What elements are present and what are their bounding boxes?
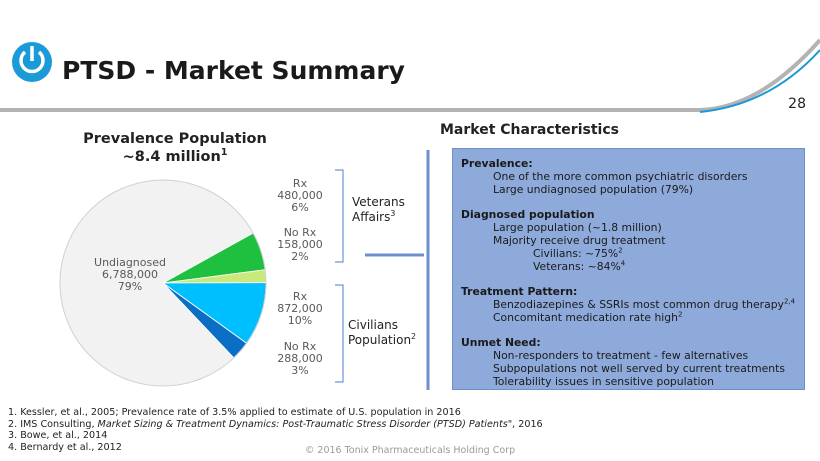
bullet: Subpopulations not well served by curren… [461, 362, 796, 375]
annotation-text: Civilians Population [348, 318, 412, 347]
slice-label: 872,000 [277, 302, 323, 315]
section-heading: Treatment Pattern: [461, 285, 578, 298]
bullet-text: Veterans: ~84% [533, 260, 621, 273]
footnotes: 1. Kessler, et al., 2005; Prevalence rat… [8, 407, 543, 453]
footnote: 3. Bowe, et al., 2014 [8, 430, 543, 442]
logo-icon [19, 50, 45, 74]
footnote-italic: Market Sizing & Treatment Dynamics: Post… [97, 418, 513, 430]
bullet-text: Large population (~1.8 million) [493, 221, 662, 234]
bullet-text: Civilians: ~75% [533, 247, 619, 260]
bullet-text: Large undiagnosed population (79%) [493, 183, 694, 196]
chart-title-line: Prevalence Population [83, 131, 267, 147]
footnote-text: , 2016 [512, 418, 543, 430]
footnote-ref: 2,4 [783, 296, 796, 306]
footnote-text: 4. Bernardy et al., 2012 [8, 441, 122, 453]
section-title: Market Characteristics [440, 122, 619, 138]
footnote: 4. Bernardy et al., 2012 [8, 442, 543, 454]
footnote: 1. Kessler, et al., 2005; Prevalence rat… [8, 407, 543, 419]
bullet-text: Tolerability issues in sensitive populat… [493, 375, 714, 388]
slice-label: 3% [291, 364, 308, 377]
slice-label: 288,000 [277, 352, 323, 365]
pie-outline [59, 179, 267, 387]
sub-bullet: Veterans: ~84%4 [461, 258, 796, 273]
footnote-ref: 1 [220, 147, 228, 159]
chart-title: Prevalence Population ~8.4 million1 [60, 130, 290, 166]
section-heading: Diagnosed population [461, 208, 595, 221]
footnote-text: 3. Bowe, et al., 2014 [8, 430, 108, 442]
section-heading: Unmet Need: [461, 336, 541, 349]
bullet-text: Subpopulations not well served by curren… [493, 362, 785, 375]
bracket [335, 284, 344, 383]
slice-label: Rx [293, 177, 308, 190]
slice-label: 79% [118, 280, 142, 293]
logo [12, 42, 52, 82]
bullet: Non-responders to treatment - few altern… [461, 349, 796, 362]
copyright: © 2016 Tonix Pharmaceuticals Holding Cor… [304, 445, 516, 456]
bullet: Concomitant medication rate high2 [461, 309, 796, 324]
annotation: Veterans Affairs3 [352, 195, 422, 225]
footnote-ref: 2 [618, 245, 623, 255]
bullet-text: One of the more common psychiatric disor… [493, 170, 748, 183]
bullet: Tolerability issues in sensitive populat… [461, 375, 796, 388]
footnote-text: 1. Kessler, et al., 2005; Prevalence rat… [8, 407, 461, 418]
slice-label: 158,000 [277, 238, 323, 251]
slice-label: Rx [293, 290, 308, 303]
annotation: Civilians Population2 [348, 318, 428, 348]
bullet: Large population (~1.8 million) [461, 221, 796, 234]
header-swoosh [0, 38, 820, 112]
footnote-text: 2. IMS Consulting, [8, 418, 98, 430]
page-number: 28 [788, 96, 806, 112]
slice-label: 6% [291, 201, 308, 214]
slide-title: PTSD - Market Summary [62, 56, 405, 85]
footnote-ref: 4 [620, 258, 626, 268]
annotation-text: Veterans Affairs [352, 195, 405, 224]
pie [59, 179, 267, 387]
bullet: Majority receive drug treatment [461, 234, 796, 247]
footnote-ref: 2 [678, 309, 683, 319]
footnote-ref: 2 [411, 332, 417, 341]
bullet-text: Majority receive drug treatment [493, 234, 666, 247]
bullet-text: Concomitant medication rate high [493, 311, 678, 324]
bracket [335, 169, 344, 263]
bullet-text: Non-responders to treatment - few altern… [493, 349, 749, 362]
footnote: 2. IMS Consulting, Market Sizing & Treat… [8, 419, 543, 431]
sub-bullet: Civilians: ~75%2 [461, 245, 796, 260]
slice-label: Undiagnosed [94, 256, 166, 269]
bullet: One of the more common psychiatric disor… [461, 170, 796, 183]
slice-label: 10% [288, 314, 312, 327]
slice-label: 480,000 [277, 189, 323, 202]
bullet: Benzodiazepines & SSRIs most common drug… [461, 296, 796, 311]
section-heading: Prevalence: [461, 157, 533, 170]
footnote-ref: 3 [390, 209, 396, 218]
header-swoosh-accent [699, 49, 820, 113]
bullet-text: Benzodiazepines & SSRIs most common drug… [493, 298, 784, 311]
slice-label: 6,788,000 [102, 268, 158, 281]
bullet: Large undiagnosed population (79%) [461, 183, 796, 196]
chart-subtitle: ~8.4 million1 [60, 148, 290, 166]
market-box: Prevalence: One of the more common psychi… [452, 148, 805, 390]
slice-label: 2% [291, 250, 308, 263]
subtitle-text: ~8.4 million [122, 149, 221, 165]
slice-label: No Rx [284, 340, 317, 353]
slice-label: No Rx [284, 226, 317, 239]
